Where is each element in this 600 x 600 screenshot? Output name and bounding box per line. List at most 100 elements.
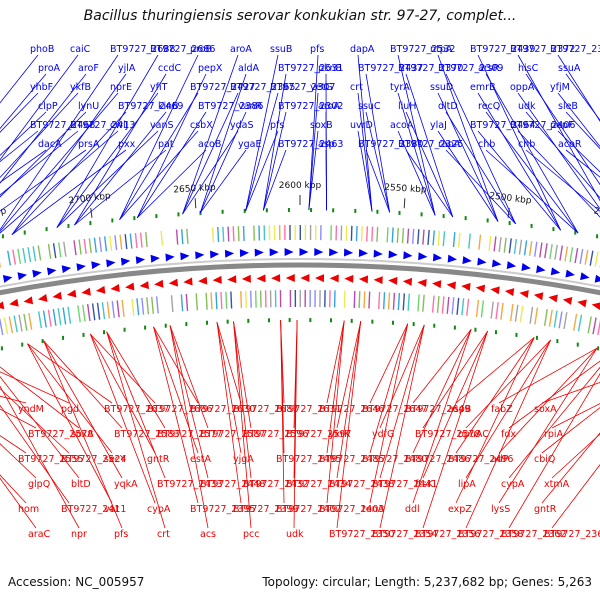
reverse-arrow	[475, 284, 486, 293]
forward-gene-label: cwlJ	[110, 120, 128, 131]
feature-segment	[205, 292, 208, 310]
forward-gene-leader	[525, 73, 600, 186]
reverse-gene-leader	[43, 340, 123, 529]
reverse-gene-label: BT9727_2402	[276, 504, 341, 515]
reverse-gene-label: BT9727_2496	[448, 454, 513, 465]
feature-segment	[146, 297, 150, 315]
forward-gene-leader	[199, 111, 247, 214]
feature-segment	[549, 243, 553, 260]
reverse-gene-label: BT9727_2399	[233, 504, 298, 515]
reverse-gene-leader	[27, 343, 113, 454]
forward-arrow	[32, 269, 42, 278]
reverse-gene-leader	[379, 324, 425, 429]
scale-dot	[464, 216, 467, 221]
reverse-gene-leader	[498, 347, 598, 454]
reverse-gene-label: yndM	[18, 404, 44, 415]
reverse-arrow	[271, 274, 281, 283]
scale-dot	[330, 318, 333, 323]
feature-segment	[136, 298, 140, 316]
reverse-arrow	[519, 290, 529, 299]
reverse-gene-label: estA	[190, 454, 212, 465]
forward-gene-label: BT9727_2468	[30, 120, 95, 131]
feature-segment	[446, 296, 450, 314]
reverse-gene-label: BT9727_2597	[286, 429, 351, 440]
forward-arrow	[17, 272, 28, 281]
scale-dot	[474, 327, 477, 332]
feature-segment	[594, 251, 599, 267]
forward-arrow	[180, 252, 190, 261]
feature-segment	[42, 310, 47, 328]
feature-segment	[28, 312, 33, 330]
forward-gene-label: ssuA	[558, 63, 581, 74]
reverse-arrow	[533, 292, 544, 301]
forward-arrow	[150, 254, 160, 263]
feature-segment	[116, 300, 120, 318]
forward-gene-leader	[182, 92, 239, 215]
feature-segment	[106, 301, 111, 319]
reverse-gene-label: cypA	[147, 504, 171, 515]
forward-gene-leader	[262, 73, 287, 211]
reverse-gene-leader	[422, 331, 488, 479]
forward-gene-label: ykfB	[70, 82, 91, 93]
feature-segment	[495, 302, 499, 320]
reverse-gene-leader	[0, 435, 27, 454]
feature-segment	[211, 227, 215, 243]
reverse-gene-label: udk	[286, 529, 304, 540]
forward-gene-label: clpP	[38, 101, 58, 112]
feature-segment	[139, 232, 143, 248]
reverse-gene-label: glpQ	[28, 479, 50, 490]
forward-gene-label: ygaE	[238, 139, 261, 150]
forward-gene-label: prsA	[78, 139, 100, 150]
forward-gene-label: uvrD	[350, 120, 373, 131]
feature-segment	[457, 232, 461, 248]
reverse-gene-leader	[326, 320, 345, 504]
forward-arrow	[2, 274, 13, 283]
reverse-gene-leader	[326, 320, 345, 454]
forward-gene-leader	[405, 149, 454, 218]
feature-segment	[478, 234, 482, 250]
feature-segment	[451, 297, 455, 315]
reverse-gene-label: BT9727_2686	[147, 404, 212, 415]
feature-segment	[52, 308, 57, 326]
forward-gene-leader	[565, 73, 600, 121]
reverse-arrow	[344, 274, 354, 283]
reverse-gene-label: BT9727_2555	[18, 454, 83, 465]
feature-segment	[232, 226, 235, 242]
scale-dot	[205, 320, 208, 325]
forward-gene-leader	[0, 130, 39, 163]
forward-gene-label: kinB	[158, 101, 179, 112]
feature-segment	[417, 229, 420, 245]
forward-arrow	[477, 257, 487, 266]
forward-arrow	[314, 248, 324, 257]
forward-gene-label: pxx	[118, 139, 136, 150]
feature-segment	[37, 245, 42, 261]
forward-gene-leader	[557, 92, 600, 148]
reverse-gene-leader	[27, 343, 113, 404]
feature-segment	[544, 243, 548, 259]
reverse-gene-label: BT9727_2577	[157, 429, 222, 440]
feature-segment	[47, 243, 52, 259]
feature-segment	[584, 249, 589, 265]
reverse-arrow	[548, 294, 558, 303]
feature-segment	[185, 293, 189, 312]
kbp-tick	[90, 207, 93, 218]
feature-segment	[240, 291, 243, 309]
feature-segment	[237, 226, 240, 242]
forward-arrow	[165, 253, 175, 262]
scale-dot	[177, 212, 180, 217]
reverse-gene-label: aspB	[448, 404, 471, 415]
scale-dot	[111, 218, 114, 223]
scale-dot	[287, 208, 290, 213]
forward-gene-leader	[445, 111, 516, 225]
feature-segment	[431, 295, 435, 313]
map-title: Bacillus thuringiensis serovar konkukian…	[83, 8, 517, 24]
reverse-gene-label: ydfG	[372, 429, 394, 440]
feature-segment	[528, 241, 533, 257]
scale-dot	[45, 227, 48, 232]
feature-segment	[57, 242, 62, 258]
forward-gene-leader	[11, 149, 127, 236]
reverse-gene-leader	[0, 371, 70, 404]
forward-arrow	[195, 251, 205, 260]
reverse-gene-label: bltD	[71, 479, 91, 490]
